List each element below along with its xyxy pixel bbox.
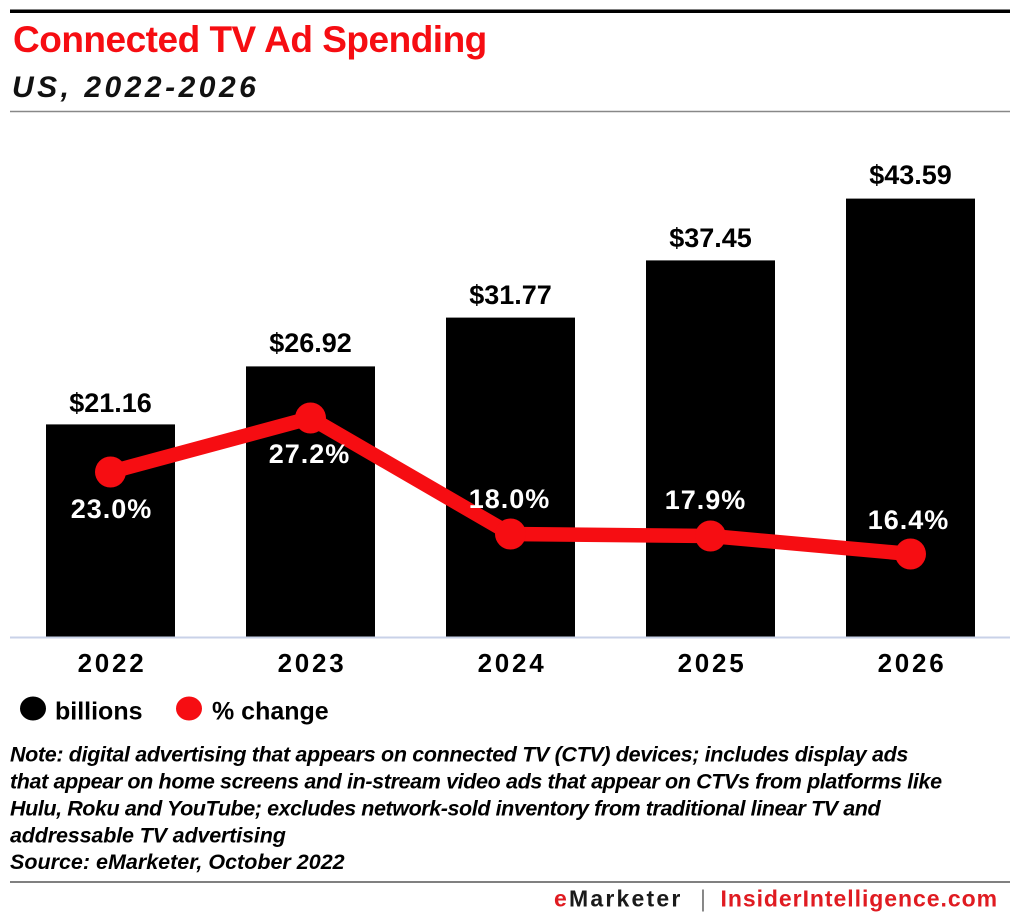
- svg-text:|: |: [700, 886, 706, 912]
- svg-text:% change: % change: [212, 698, 329, 726]
- svg-text:eMarketer: eMarketer: [554, 886, 683, 912]
- svg-text:Hulu, Roku and YouTube; exclud: Hulu, Roku and YouTube; excludes network…: [10, 797, 881, 821]
- svg-text:InsiderIntelligence.com: InsiderIntelligence.com: [721, 886, 998, 912]
- svg-text:16.4%: 16.4%: [868, 505, 950, 535]
- svg-text:$31.77: $31.77: [469, 280, 552, 310]
- svg-text:2022: 2022: [78, 648, 147, 678]
- svg-text:billions: billions: [55, 698, 143, 726]
- svg-text:2023: 2023: [278, 648, 347, 678]
- svg-text:23.0%: 23.0%: [71, 494, 153, 524]
- svg-text:$43.59: $43.59: [869, 160, 952, 190]
- svg-text:27.2%: 27.2%: [269, 439, 351, 469]
- svg-text:US, 2022-2026: US, 2022-2026: [12, 71, 259, 104]
- svg-text:addressable TV advertising: addressable TV advertising: [10, 824, 286, 848]
- svg-text:2025: 2025: [678, 648, 747, 678]
- svg-text:that appear on home screens an: that appear on home screens and in-strea…: [10, 770, 942, 794]
- svg-text:Note: digital advertising that: Note: digital advertising that appears o…: [10, 743, 908, 767]
- svg-text:$37.45: $37.45: [669, 223, 752, 253]
- svg-text:$26.92: $26.92: [269, 328, 352, 358]
- svg-text:Connected TV Ad Spending: Connected TV Ad Spending: [13, 19, 487, 60]
- svg-text:17.9%: 17.9%: [665, 485, 747, 515]
- svg-text:2024: 2024: [478, 648, 547, 678]
- svg-text:$21.16: $21.16: [69, 388, 152, 418]
- svg-text:Source: eMarketer, October 202: Source: eMarketer, October 2022: [10, 850, 345, 874]
- svg-text:2026: 2026: [878, 648, 947, 678]
- svg-text:18.0%: 18.0%: [469, 484, 551, 514]
